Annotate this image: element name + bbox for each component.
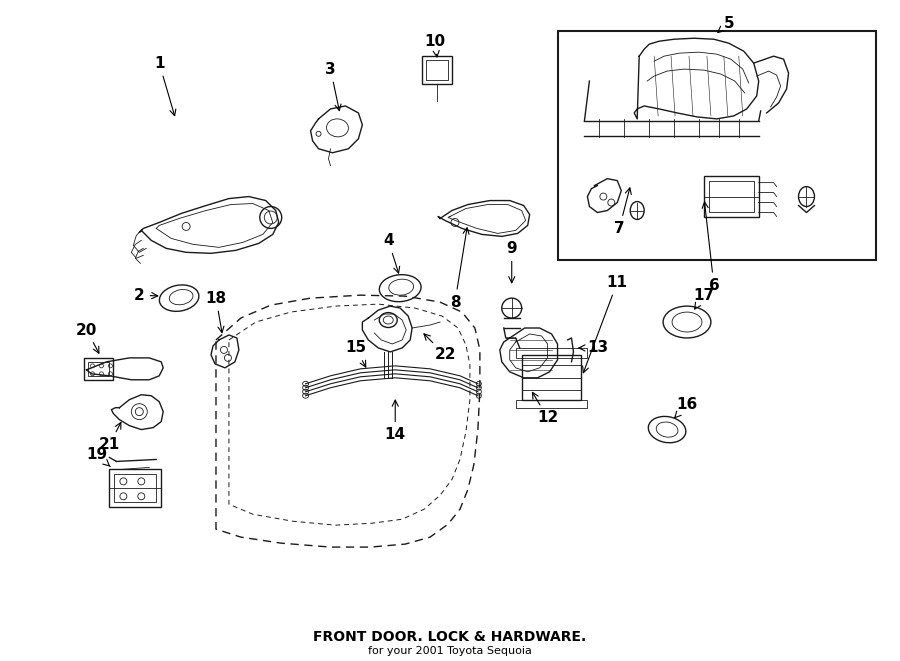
Bar	[704, 176, 759, 217]
Bar	[114, 475, 157, 502]
Text: 14: 14	[384, 400, 406, 442]
Text: 9: 9	[507, 241, 517, 283]
Text: 7: 7	[614, 188, 631, 236]
Bar	[87, 362, 110, 376]
Text: 8: 8	[450, 228, 469, 309]
Bar	[709, 180, 753, 212]
Bar	[557, 31, 877, 260]
Bar	[516, 348, 588, 358]
Text: 10: 10	[425, 34, 446, 57]
Text: 11: 11	[582, 275, 628, 373]
Text: 5: 5	[718, 16, 734, 32]
Bar	[84, 358, 113, 380]
Text: FRONT DOOR. LOCK & HARDWARE.: FRONT DOOR. LOCK & HARDWARE.	[313, 630, 587, 644]
Bar	[422, 56, 452, 84]
Text: 4: 4	[382, 233, 400, 273]
Bar	[426, 60, 448, 80]
Text: 20: 20	[76, 323, 99, 353]
Text: 6: 6	[702, 202, 719, 293]
Bar	[522, 355, 581, 400]
Bar	[516, 400, 588, 408]
Bar	[110, 469, 161, 507]
Text: 13: 13	[579, 340, 608, 356]
Text: 17: 17	[693, 288, 715, 309]
Text: 3: 3	[325, 61, 341, 110]
Text: 18: 18	[205, 291, 227, 332]
Text: 22: 22	[424, 334, 455, 362]
Text: 2: 2	[134, 288, 158, 303]
Text: 12: 12	[533, 393, 558, 425]
Text: 21: 21	[99, 422, 121, 452]
Text: 15: 15	[345, 340, 366, 367]
Text: for your 2001 Toyota Sequoia: for your 2001 Toyota Sequoia	[368, 646, 532, 656]
Text: 19: 19	[86, 447, 110, 467]
Text: 16: 16	[675, 397, 698, 418]
Text: 1: 1	[154, 56, 176, 116]
